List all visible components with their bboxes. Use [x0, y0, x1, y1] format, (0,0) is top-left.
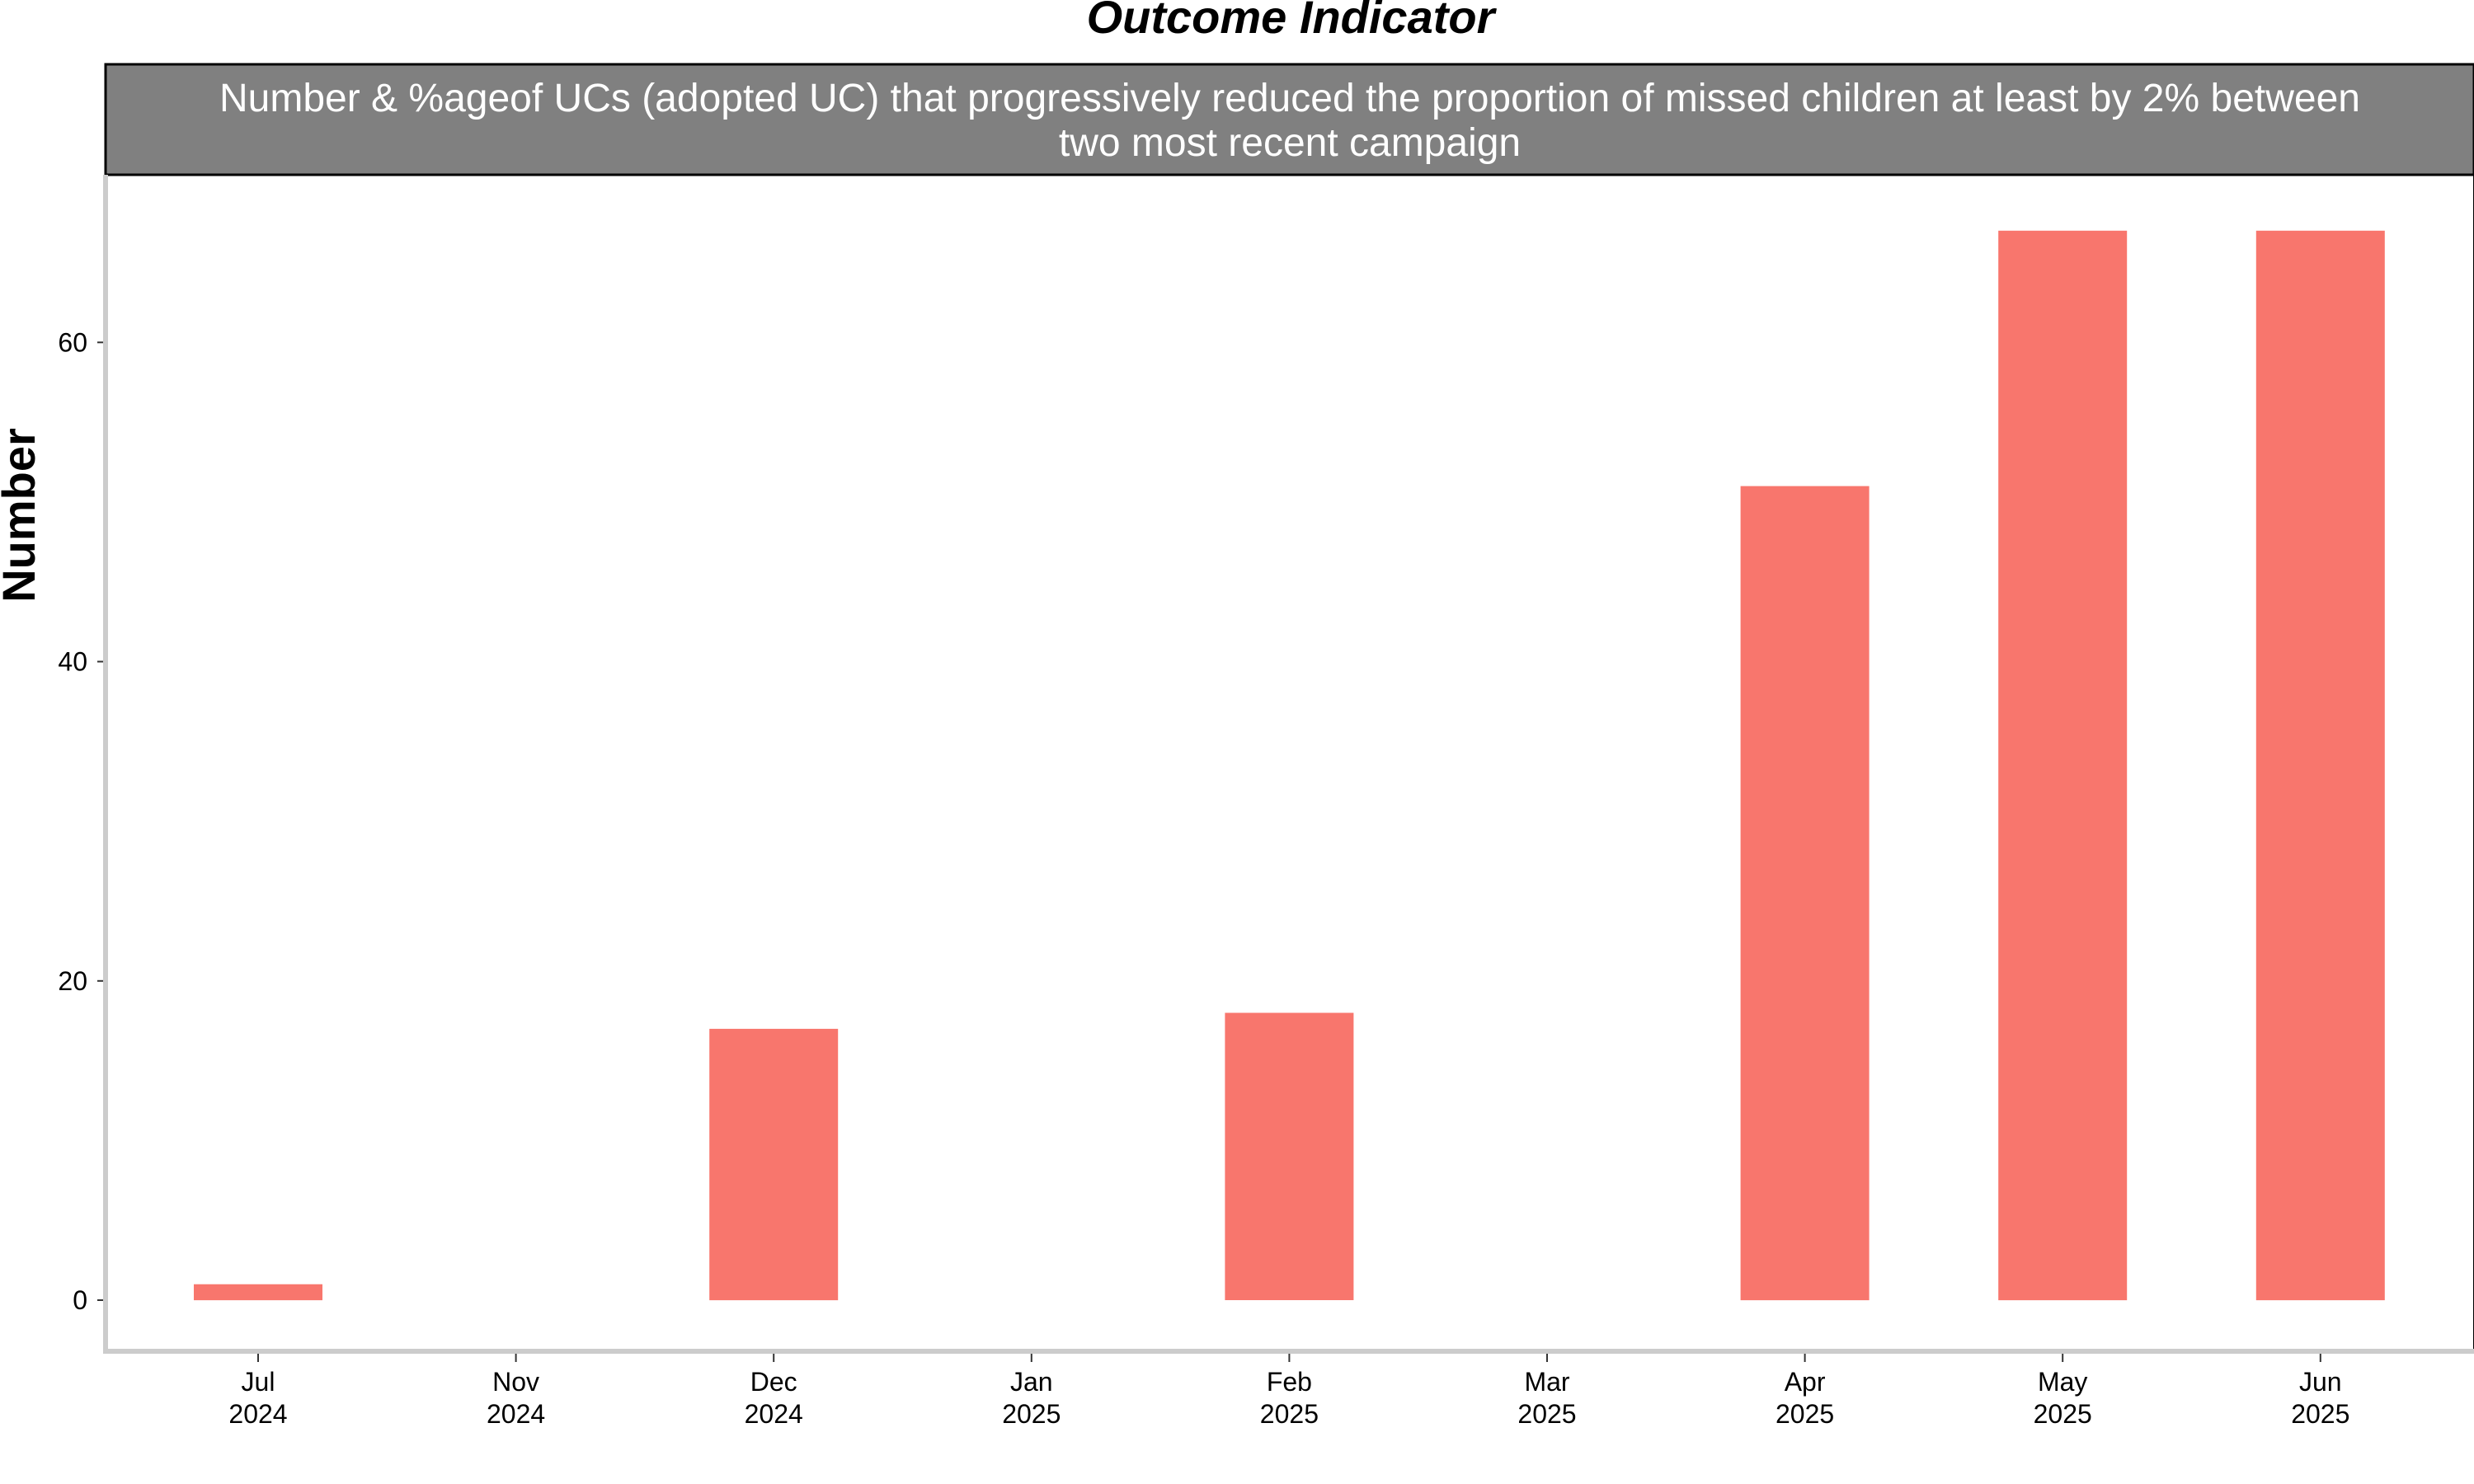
x-tick-label-may-2025: May 2025 — [2034, 1367, 2092, 1429]
y-axis-label: Number — [0, 428, 45, 603]
bar-apr-2025 — [1740, 486, 1870, 1301]
bar-dec-2024 — [709, 1028, 839, 1301]
facet-strip-line-1: Number & %ageof UCs (adopted UC) that pr… — [219, 77, 2360, 120]
y-tick-label-0: 0 — [73, 1285, 87, 1315]
bars-layer — [194, 230, 2385, 1301]
x-tick-label-dec-2024: Dec 2024 — [745, 1367, 803, 1429]
facet-strip — [104, 63, 2474, 176]
x-tick-label-nov-2024: Nov 2024 — [487, 1367, 545, 1429]
facet-strip-line-2: two most recent campaign — [1059, 121, 1521, 165]
x-tick-label-jan-2025: Jan 2025 — [1002, 1367, 1061, 1429]
x-axis: Jul 2024 Nov 2024 Dec 2024 Jan 2025 Feb 2025 Mar 20… — [228, 1354, 2349, 1429]
bar-jul-2024 — [194, 1284, 322, 1301]
bar-may-2025 — [1998, 230, 2128, 1301]
bar-feb-2025 — [1225, 1012, 1354, 1300]
x-tick-label-feb-2025: Feb 2025 — [1260, 1367, 1319, 1429]
bar-jun-2025 — [2255, 230, 2385, 1301]
x-tick-label-mar-2025: Mar 2025 — [1517, 1367, 1576, 1429]
chart-title: Outcome Indicator — [1087, 0, 1498, 43]
y-tick-label-60: 60 — [58, 327, 87, 357]
x-tick-label-apr-2025: Apr 2025 — [1776, 1367, 1834, 1429]
y-tick-label-20: 20 — [58, 966, 87, 996]
y-tick-label-40: 40 — [58, 647, 87, 677]
x-tick-label-jun-2025: Jun 2025 — [2291, 1367, 2349, 1429]
y-axis: 0 20 40 60 — [58, 327, 106, 1315]
x-tick-label-jul-2024: Jul 2024 — [228, 1367, 287, 1429]
